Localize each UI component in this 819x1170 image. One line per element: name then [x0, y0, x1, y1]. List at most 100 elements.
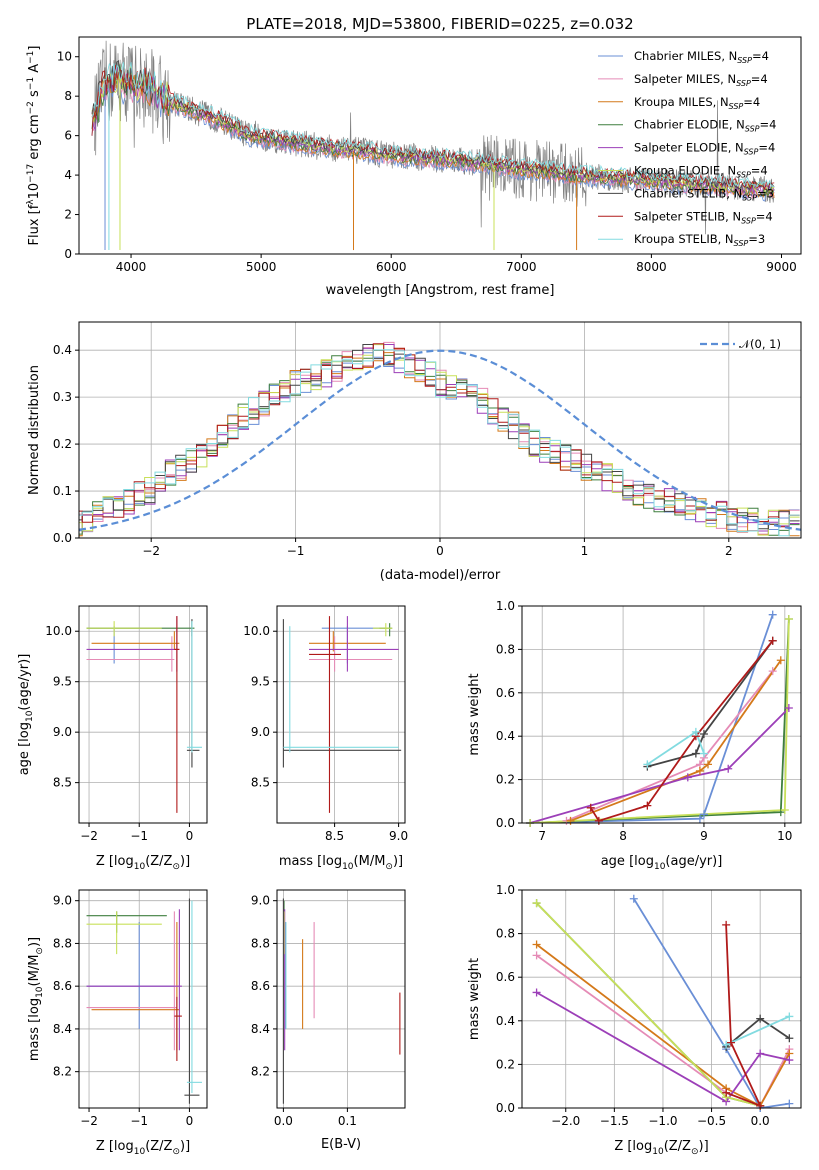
weight-point: [704, 760, 712, 769]
age-vs-Z-frame: [78, 605, 208, 824]
age-vs-Z-ylabel-part: (age/yr)]: [17, 654, 32, 711]
legend-entry: Chabrier STELIB, NSSP=3: [634, 186, 774, 202]
weight-point: [780, 805, 789, 814]
spectrum-ylabel-part: −1: [26, 77, 36, 90]
legend-entry: Salpeter MILES, NSSP=4: [634, 72, 768, 88]
age-vs-Z-xlabel-part: )]: [180, 854, 190, 869]
age-vs-mass-xlabel-part: )]: [393, 854, 403, 869]
legend-entry-post: =3: [748, 232, 765, 246]
mass-vs-Z-ylabel: mass [log10(M/M⊙)]: [27, 937, 45, 1061]
weight-point: [768, 636, 777, 645]
spectrum-data-line: [94, 40, 775, 235]
legend-entry-sub: SSP: [741, 216, 756, 225]
mass-vs-EBV-xtick-label: 0.1: [338, 1114, 357, 1128]
legend-entry: Salpeter STELIB, NSSP=4: [634, 209, 773, 225]
age-vs-mass-ytick-label: 9.5: [251, 675, 270, 689]
weight-vs-Z-xtick-label: −2.0: [551, 1114, 580, 1128]
legend-entry-text: Salpeter ELODIE, N: [634, 141, 744, 155]
age-vs-Z-xlabel-part: (Z/Z: [145, 854, 172, 869]
spectrum-ylabel-part: ]: [27, 46, 42, 51]
spectrum-ylabel-part: λ: [26, 199, 36, 205]
mass-vs-Z-xtick-label: −2: [80, 1114, 98, 1128]
weight-point: [695, 814, 704, 823]
weight-point: [724, 764, 733, 773]
residuals-xlabel: (data-model)/error: [380, 568, 501, 583]
weight-line: [536, 991, 790, 1103]
weight-vs-age-xtick-label: 10: [777, 829, 792, 843]
mass-vs-Z-ylabel-part: 10: [35, 986, 45, 998]
residuals-ytick-label: 0.4: [53, 343, 72, 357]
age-vs-mass-frame: [276, 605, 406, 824]
mass-vs-Z-ylabel-part: (M/M: [27, 955, 42, 987]
mass-vs-Z-ytick-label: 8.2: [53, 1065, 72, 1079]
age-vs-mass-ytick-label: 10.0: [243, 624, 270, 638]
legend-entry: Kroupa MILES, NSSP=4: [634, 95, 760, 111]
weight-point: [756, 1014, 765, 1023]
weight-point: [643, 801, 652, 810]
weight-point: [722, 920, 731, 929]
weight-line: [530, 614, 774, 823]
weight-vs-age-xlabel-part: (age/yr)]: [665, 854, 722, 869]
age-vs-Z-ylabel-part: age [log: [17, 722, 32, 775]
residuals-frame: [78, 321, 802, 539]
weight-line: [725, 1017, 790, 1048]
mass-vs-Z-ytick-label: 9.0: [53, 894, 72, 908]
spectrum-model-line: [91, 65, 775, 191]
weight-point: [785, 1034, 794, 1043]
age-vs-mass-xlabel-part: (M/M: [354, 854, 386, 869]
weight-vs-age-xlabel-part: 10: [654, 862, 666, 872]
weight-point: [683, 773, 692, 782]
spectrum-xtick-label: 8000: [636, 260, 667, 274]
legend-entry: Chabrier MILES, NSSP=4: [634, 49, 769, 65]
weight-vs-age-frame: [521, 605, 802, 824]
legend-entry: Chabrier ELODIE, NSSP=4: [634, 118, 776, 134]
legend-entry-sub: SSP: [736, 171, 751, 180]
age-vs-mass-ytick-label: 9.0: [251, 725, 270, 739]
residuals-marks: [79, 341, 801, 537]
age-vs-mass-xlabel-part: 10: [342, 862, 354, 872]
weight-point: [768, 667, 777, 676]
weight-point: [784, 615, 793, 624]
weight-point: [532, 940, 541, 949]
age-vs-Z-axes: −2 −1 08.59.09.510.0Z [log10(Z/Z⊙)]age [lo…: [17, 605, 208, 872]
weight-vs-Z-xtick-label: −0.5: [697, 1114, 726, 1128]
age-vs-mass-xtick-label: 9.0: [389, 829, 408, 843]
weight-vs-Z-xlabel-part: 10: [652, 1147, 664, 1157]
age-vs-mass-marks: [282, 616, 402, 813]
weight-vs-age-axes: 7 8 9 10 0.0 0.2 0.4 0.6 0.8 1.0 mass weight age [l…: [467, 599, 802, 872]
spectrum-ylabel-part: −17: [26, 164, 36, 183]
legend-entry-text: Chabrier ELODIE, N: [634, 118, 745, 132]
weight-point: [691, 727, 700, 736]
mass-vs-EBV-ytick-label: 8.4: [251, 1022, 270, 1036]
weight-vs-age-ytick-label: 0.6: [496, 686, 515, 700]
age-vs-Z-ylabel: age [log10(age/yr)]: [17, 654, 35, 776]
mass-vs-Z-ylabel-part: ⊙: [35, 947, 45, 955]
residuals-axes: −2 −1 0 1 2 0.0 0.1 0.2 0.3 0.4 (data-model)/error…: [27, 321, 802, 583]
legend-entry-text: Chabrier STELIB, N: [634, 186, 742, 200]
mass-vs-Z-ylabel-part: mass [log: [27, 998, 42, 1061]
weight-line: [529, 707, 790, 823]
mass-vs-Z-xlabel-part: ⊙: [172, 1147, 180, 1157]
mass-vs-Z-xlabel-part: (Z/Z: [145, 1139, 172, 1154]
mass-vs-Z-ytick-label: 8.4: [53, 1022, 72, 1036]
spectrum-ylabel-part: erg cm: [27, 114, 42, 163]
weight-vs-age-ytick-label: 0.2: [496, 773, 515, 787]
weight-vs-Z-ytick-label: 0.2: [496, 1057, 515, 1071]
mass-vs-Z-frame: [78, 889, 208, 1109]
spectrum-ytick-label: 4: [64, 168, 72, 182]
mass-vs-EBV-xtick-label: 0.0: [274, 1114, 293, 1128]
weight-vs-age-xlabel-part: age [log: [601, 854, 654, 869]
age-vs-Z-xtick-label: −2: [80, 829, 98, 843]
weight-vs-Z-xtick-label: −1.5: [600, 1114, 629, 1128]
residuals-ytick-label: 0.2: [53, 437, 72, 451]
spectrum-axes: 4000 5000 6000 7000 8000 9000 0 2 4 6 8 10 wavelengt…: [26, 36, 802, 298]
age-vs-Z-xtick-label: 0: [186, 829, 194, 843]
weight-vs-Z-xlabel-part: )]: [699, 1139, 709, 1154]
weight-vs-Z-xtick-label: −1.0: [648, 1114, 677, 1128]
age-vs-Z-ytick-label: 9.5: [53, 675, 72, 689]
mass-vs-Z-xlabel: Z [log10(Z/Z⊙)]: [96, 1139, 190, 1157]
weight-vs-Z-frame: [521, 889, 802, 1109]
legend-entry: Kroupa ELODIE, NSSP=4: [634, 164, 768, 180]
spectrum-ylabel-part: 10: [27, 183, 42, 200]
